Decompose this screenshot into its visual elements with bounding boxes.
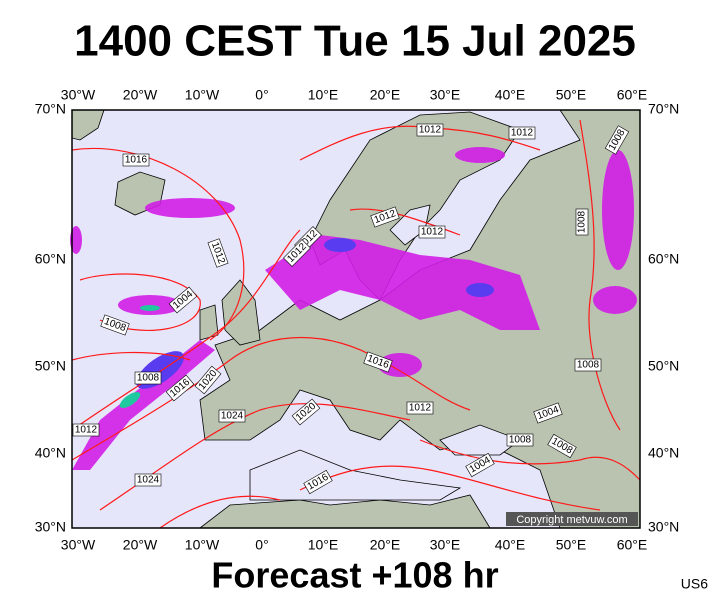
- lat-label-left: 60°N: [35, 251, 66, 267]
- lon-label-top: 50°E: [556, 87, 587, 103]
- lat-label-left: 50°N: [35, 358, 66, 374]
- isobar-tag-box: [575, 208, 589, 236]
- isobar-tag-box: [363, 351, 393, 373]
- title: 1400 CEST Tue 15 Jul 2025: [74, 17, 636, 66]
- isobar-tag-box: [547, 433, 577, 459]
- lat-label-right: 60°N: [648, 251, 679, 267]
- lon-label-bottom: 60°E: [617, 537, 648, 553]
- isobar-tag-box: [604, 125, 630, 155]
- lon-label-top: 60°E: [617, 87, 648, 103]
- lat-label-right: 40°N: [648, 445, 679, 461]
- lon-label-bottom: 40°E: [495, 537, 526, 553]
- isobar-tag: 1016: [122, 153, 150, 167]
- lon-label-bottom: 30°W: [61, 537, 96, 553]
- isobar-tag-box: [194, 365, 222, 395]
- lon-label-top: 10°E: [308, 87, 339, 103]
- isobar-tag-box: [122, 153, 150, 167]
- isobar-label: 1008: [137, 373, 160, 384]
- inland-seas: [249, 204, 521, 501]
- isobar-label: 1024: [137, 475, 160, 486]
- lat-label-right: 30°N: [648, 519, 679, 535]
- lon-label-top: 10°W: [185, 87, 220, 103]
- isobar-tag: 1024: [218, 409, 246, 423]
- isobar-tag: 1012: [72, 423, 100, 437]
- isobar-label: 1008: [509, 435, 532, 446]
- isobar-tag-box: [72, 423, 100, 437]
- lon-label-top: 0°: [255, 87, 268, 103]
- isobar-tag-box: [370, 206, 400, 228]
- isobar-label: 1012: [511, 128, 534, 139]
- map: 1012 101210161008101210121012101210121008…: [70, 109, 641, 529]
- isobar-label: 1012: [421, 227, 444, 238]
- isobar-tag-box: [303, 469, 333, 495]
- isobar-label: 1012: [419, 125, 442, 136]
- lon-label-bottom: 10°E: [308, 537, 339, 553]
- map-frame: [71, 109, 641, 529]
- model-code: US6: [681, 576, 708, 592]
- isobar-tag-box: [508, 126, 536, 140]
- copyright-box: [506, 512, 638, 526]
- isobar-tag-box: [533, 402, 563, 424]
- isobar-label: 1012: [75, 425, 98, 436]
- lon-label-top: 40°E: [495, 87, 526, 103]
- lon-label-top: 20°W: [123, 87, 158, 103]
- isobar-tag-box: [218, 409, 246, 423]
- isobar-tag-box: [416, 123, 444, 137]
- isobar-tag: 1012: [508, 126, 536, 140]
- lat-label-left: 40°N: [35, 445, 66, 461]
- isobars: [71, 119, 641, 529]
- isobar-tag-box: [506, 433, 534, 447]
- isobar-tag: 1012: [406, 401, 434, 415]
- lat-label-right: 50°N: [648, 358, 679, 374]
- copyright: Copyright metvuw.com: [516, 514, 627, 526]
- isobar-tag: 1008: [575, 208, 589, 236]
- isobar-tag-box: [418, 225, 446, 239]
- isobar-tag-box: [574, 358, 602, 372]
- isobar-label: 1008: [577, 210, 588, 233]
- graticule-labels: 30°W 30°W 20°W 20°W 10°W 10°W 0° 0° 10°E 10°E 20°E…: [35, 87, 680, 553]
- isobar-tag-box: [283, 239, 311, 267]
- isobar-tag-box: [291, 398, 321, 426]
- isobar-label: 1008: [577, 360, 600, 371]
- lon-label-top: 30°W: [61, 87, 96, 103]
- isobar-tag-box: [134, 371, 162, 385]
- isobar-tag-box: [100, 314, 130, 336]
- lon-label-bottom: 20°W: [123, 537, 158, 553]
- isobar-label: 1024: [221, 411, 244, 422]
- lon-label-bottom: 30°E: [430, 537, 461, 553]
- lon-label-bottom: 50°E: [556, 537, 587, 553]
- isobar-tag: 1012: [418, 225, 446, 239]
- forecast-label: Forecast +108 hr: [211, 555, 498, 596]
- isobar-tag-box: [207, 238, 229, 268]
- lat-label-right: 70°N: [648, 101, 679, 117]
- isobar-label: 1012: [409, 403, 432, 414]
- isobar-tag: 1012: [416, 123, 444, 137]
- lon-label-top: 30°E: [430, 87, 461, 103]
- isobar-tag: 1008: [134, 371, 162, 385]
- isobar-tag-box: [406, 401, 434, 415]
- lon-label-bottom: 20°E: [370, 537, 401, 553]
- lon-label-top: 20°E: [370, 87, 401, 103]
- isobar-label: 1016: [125, 155, 148, 166]
- isobar-tag: 1024: [134, 473, 162, 487]
- isobar-tag-box: [168, 286, 198, 314]
- isobar-tag: 1008: [506, 433, 534, 447]
- lat-label-left: 70°N: [35, 101, 66, 117]
- isobar-tag-box: [165, 374, 195, 402]
- lon-label-bottom: 10°W: [185, 537, 220, 553]
- lon-label-bottom: 0°: [255, 537, 268, 553]
- isobar-tag-box: [134, 473, 162, 487]
- isobar-tag: 1008: [574, 358, 602, 372]
- lat-label-left: 30°N: [35, 519, 66, 535]
- isobar-tag-box: [465, 452, 495, 478]
